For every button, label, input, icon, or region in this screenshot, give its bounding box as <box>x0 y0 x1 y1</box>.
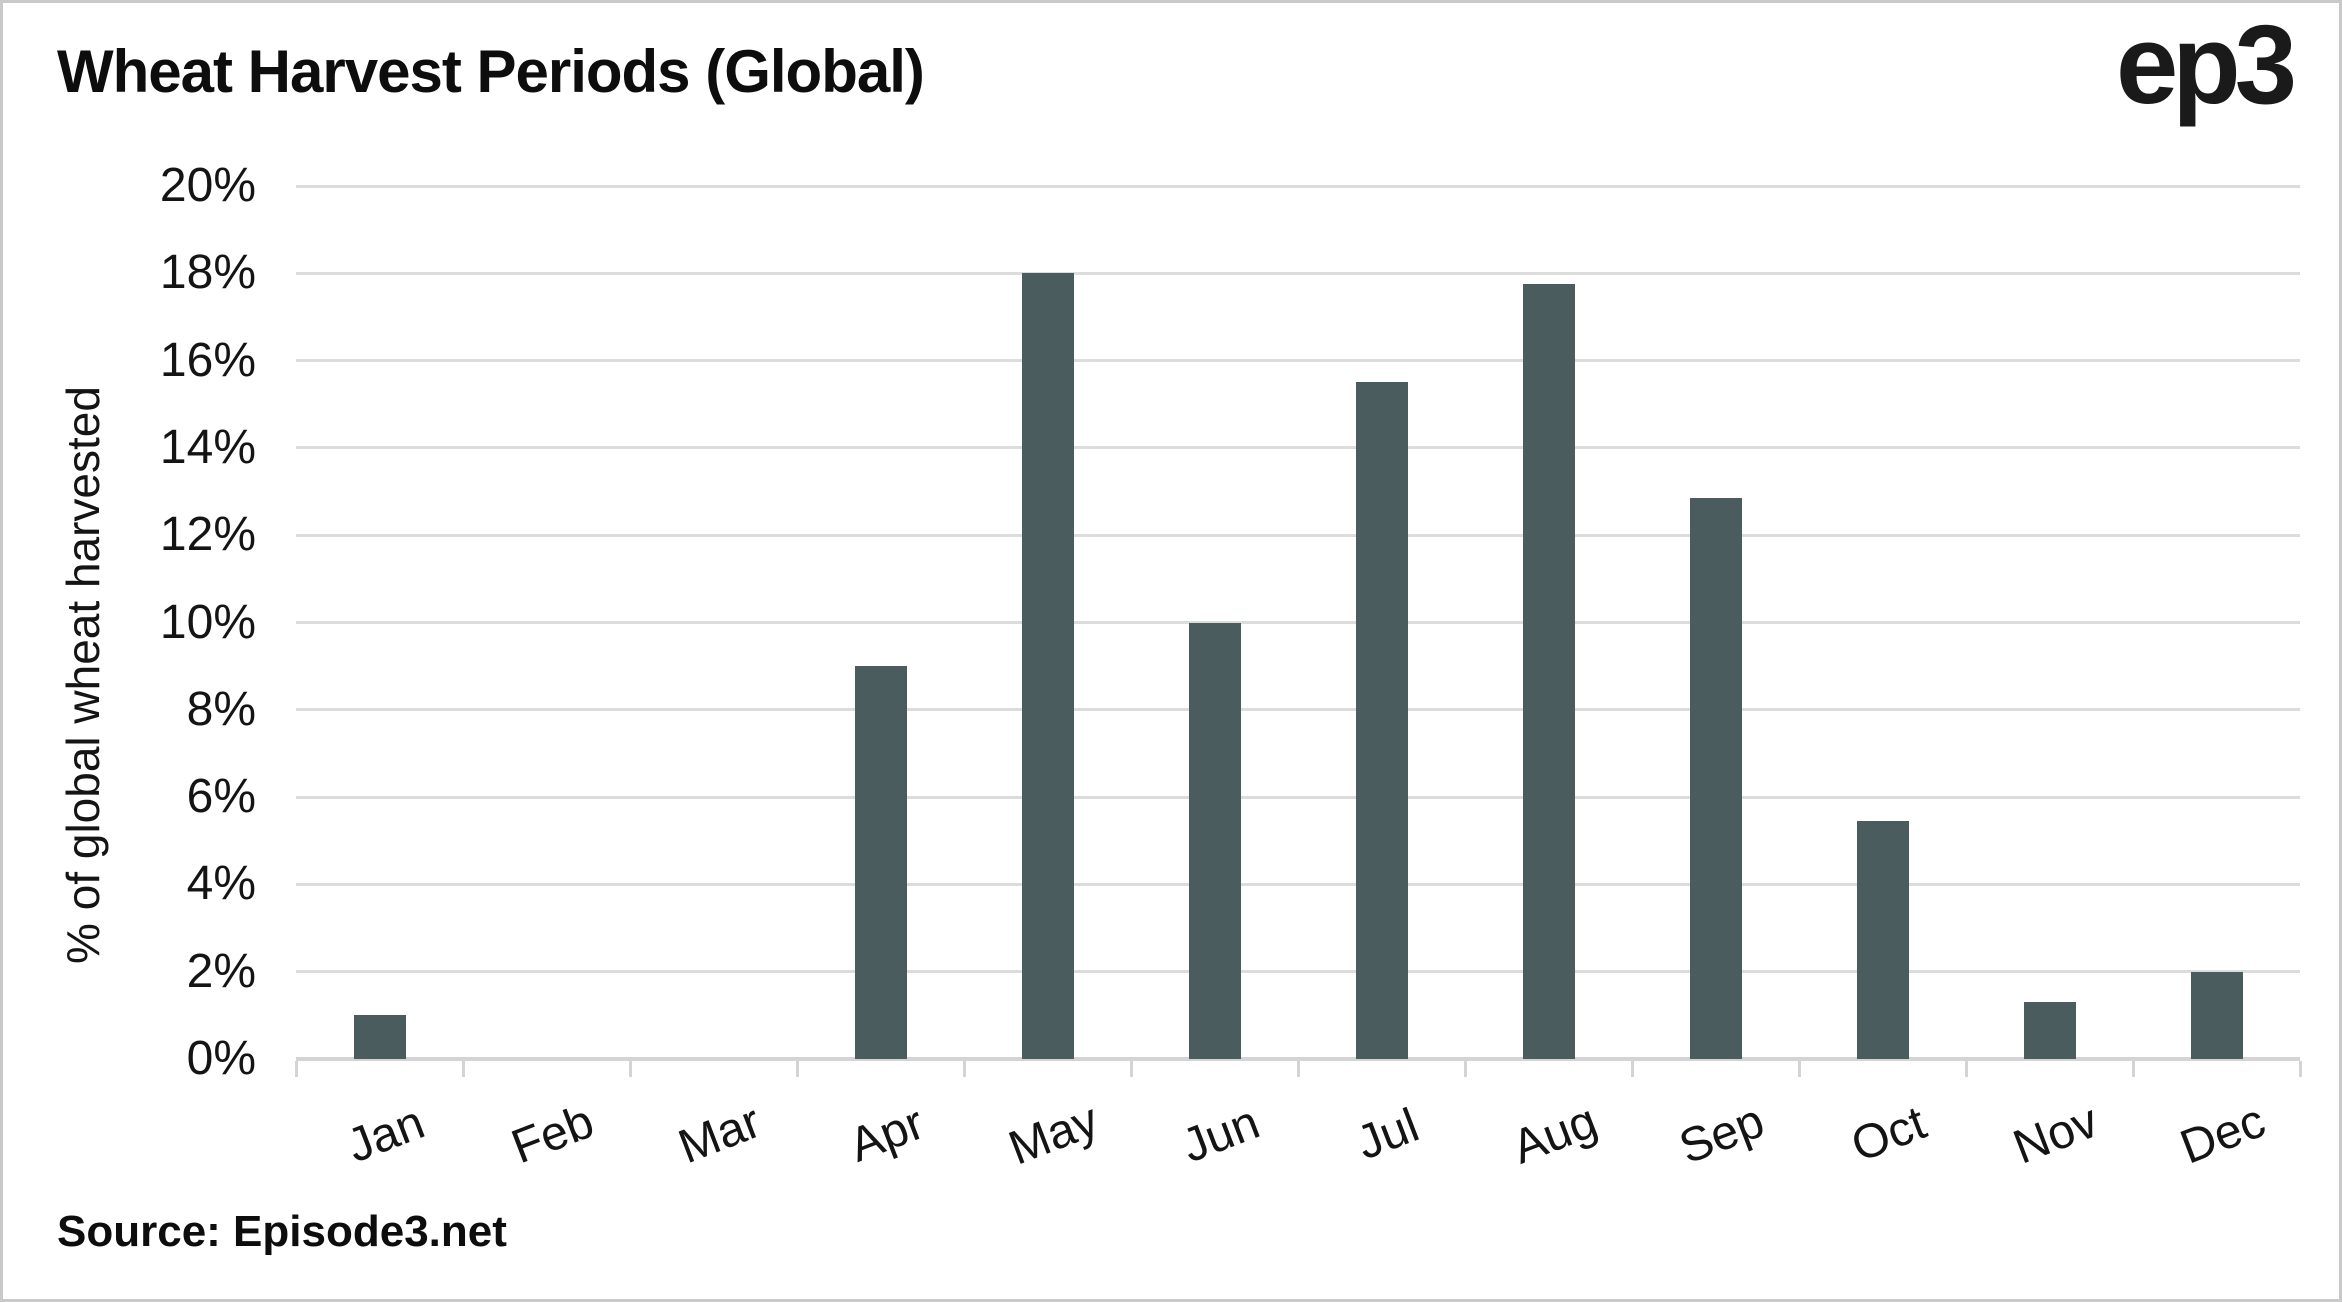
gridline-6pct <box>296 795 2300 799</box>
y-tick-label-20pct: 20% <box>159 159 256 212</box>
gridline-18pct <box>296 271 2300 275</box>
gridline-4pct <box>296 882 2300 886</box>
bar-jun <box>1188 622 1241 1059</box>
x-axis-label-oct: Oct <box>1843 1096 1933 1173</box>
y-tick-label-18pct: 18% <box>159 246 256 300</box>
y-tick-label-14pct: 14% <box>159 420 256 474</box>
x-tick-mark <box>1964 1061 1968 1077</box>
bar-apr <box>854 666 907 1059</box>
x-axis-label-jan: Jan <box>339 1095 431 1174</box>
x-axis-label-aug: Aug <box>1504 1094 1604 1175</box>
x-axis-line <box>296 1057 2300 1061</box>
x-tick-mark <box>2298 1061 2302 1077</box>
x-axis-label-feb: Feb <box>504 1094 601 1175</box>
x-tick-mark <box>1463 1061 1467 1077</box>
x-tick-mark <box>795 1061 799 1077</box>
bar-oct <box>1856 821 1909 1059</box>
y-tick-label-6pct: 6% <box>186 770 256 824</box>
y-tick-label-4pct: 4% <box>186 857 256 911</box>
source-caption: Source: Episode3.net <box>57 1207 507 1256</box>
bar-jul <box>1355 382 1408 1059</box>
plot-area: 0% 2% 4% 6% 8% 10% 12% 14% 16% 18% 20% Jan Feb Mar Apr… <box>3 3 2339 1299</box>
bar-sep <box>1689 498 1742 1059</box>
x-tick-mark <box>628 1061 632 1077</box>
x-axis-label-mar: Mar <box>671 1094 768 1175</box>
bar-nov <box>2023 1002 2076 1059</box>
y-tick-label-0pct: 0% <box>186 1032 256 1085</box>
x-axis-label-dec: Dec <box>2172 1094 2272 1175</box>
bar-may <box>1021 273 1074 1059</box>
x-tick-mark <box>1296 1061 1300 1077</box>
x-tick-mark <box>1630 1061 1634 1077</box>
gridline-16pct <box>296 359 2300 363</box>
gridline-14pct <box>296 446 2300 450</box>
y-tick-label-10pct: 10% <box>159 595 256 649</box>
bar-dec <box>2190 971 2243 1059</box>
x-tick-mark <box>1797 1061 1801 1077</box>
x-tick-mark <box>962 1061 966 1077</box>
gridline-12pct <box>296 533 2300 537</box>
gridline-20pct <box>296 184 2300 188</box>
x-tick-mark <box>2131 1061 2135 1077</box>
bar-aug <box>1522 284 1575 1059</box>
y-tick-label-16pct: 16% <box>159 333 256 387</box>
x-axis-label-jun: Jun <box>1174 1095 1266 1174</box>
x-tick-mark <box>461 1061 465 1077</box>
x-axis-label-nov: Nov <box>2005 1094 2105 1175</box>
x-axis-label-jul: Jul <box>1349 1098 1426 1171</box>
y-tick-label-12pct: 12% <box>159 508 256 562</box>
y-tick-label-8pct: 8% <box>186 682 256 736</box>
x-axis-label-may: May <box>1001 1093 1106 1176</box>
bar-jan <box>353 1015 406 1059</box>
x-tick-mark <box>294 1061 298 1077</box>
x-axis-label-apr: Apr <box>841 1096 931 1173</box>
x-tick-mark <box>1129 1061 1133 1077</box>
ep3-logo: ep3 <box>2116 2 2297 127</box>
chart-title: Wheat Harvest Periods (Global) <box>57 38 925 105</box>
x-axis-label-sep: Sep <box>1671 1094 1771 1175</box>
gridline-8pct <box>296 708 2300 712</box>
y-tick-label-2pct: 2% <box>186 944 256 998</box>
gridline-2pct <box>296 970 2300 974</box>
gridline-10pct <box>296 621 2300 624</box>
